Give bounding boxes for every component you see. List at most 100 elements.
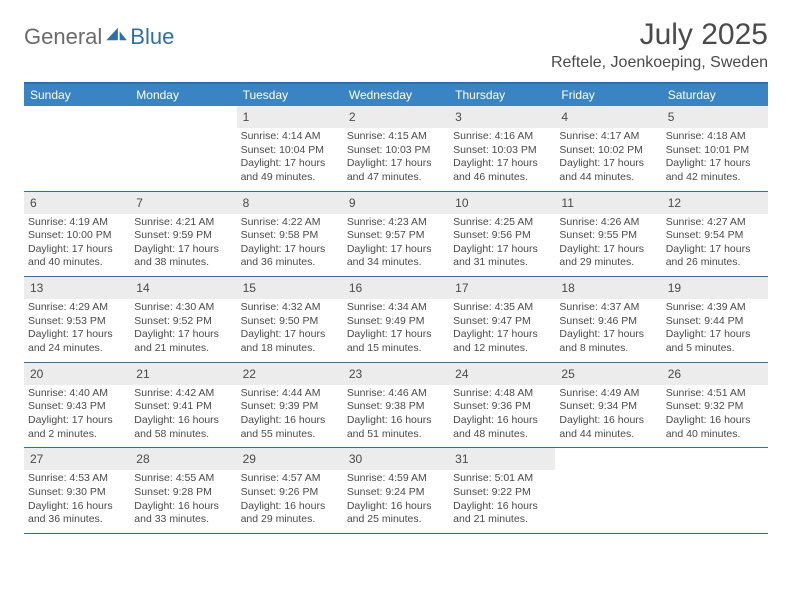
weekday-header: Monday <box>130 84 236 106</box>
calendar-day: 27 Sunrise: 4:53 AMSunset: 9:30 PMDayligh… <box>24 448 130 533</box>
day-details: Sunrise: 4:53 AMSunset: 9:30 PMDaylight:… <box>28 472 126 527</box>
sunrise-line: Sunrise: 4:34 AM <box>347 301 445 315</box>
day-details: Sunrise: 4:37 AMSunset: 9:46 PMDaylight:… <box>559 301 657 356</box>
daylight-line: Daylight: 16 hours and 29 minutes. <box>241 500 339 527</box>
calendar-day: 5Sunrise: 4:18 AMSunset: 10:01 PMDayligh… <box>662 106 768 191</box>
calendar-day: 17Sunrise: 4:35 AMSunset: 9:47 PMDayligh… <box>449 277 555 362</box>
sunset-line: Sunset: 9:24 PM <box>347 486 445 500</box>
sunset-line: Sunset: 10:03 PM <box>453 144 551 158</box>
daylight-line: Daylight: 17 hours and 21 minutes. <box>134 328 232 355</box>
sunset-line: Sunset: 9:36 PM <box>453 400 551 414</box>
daylight-line: Daylight: 17 hours and 42 minutes. <box>666 157 764 184</box>
day-number-row: 28 <box>130 448 236 470</box>
title-block: July 2025 Reftele, Joenkoeping, Sweden <box>551 18 768 72</box>
day-number: 16 <box>349 281 362 295</box>
calendar-day: 4Sunrise: 4:17 AMSunset: 10:02 PMDayligh… <box>555 106 661 191</box>
day-number: 13 <box>30 281 43 295</box>
calendar-day: 18Sunrise: 4:37 AMSunset: 9:46 PMDayligh… <box>555 277 661 362</box>
calendar-day: 31Sunrise: 5:01 AMSunset: 9:22 PMDayligh… <box>449 448 555 533</box>
header: General Blue July 2025 Reftele, Joenkoep… <box>24 18 768 72</box>
daylight-line: Daylight: 17 hours and 5 minutes. <box>666 328 764 355</box>
day-details: Sunrise: 4:46 AMSunset: 9:38 PMDaylight:… <box>347 387 445 442</box>
daylight-line: Daylight: 17 hours and 12 minutes. <box>453 328 551 355</box>
day-details: Sunrise: 4:30 AMSunset: 9:52 PMDaylight:… <box>134 301 232 356</box>
day-number: 27 <box>30 452 43 466</box>
calendar-day: 3Sunrise: 4:16 AMSunset: 10:03 PMDayligh… <box>449 106 555 191</box>
sunrise-line: Sunrise: 4:17 AM <box>559 130 657 144</box>
daylight-line: Daylight: 17 hours and 44 minutes. <box>559 157 657 184</box>
weekday-header: Friday <box>555 84 661 106</box>
sunrise-line: Sunrise: 4:48 AM <box>453 387 551 401</box>
calendar-week: 1Sunrise: 4:14 AMSunset: 10:04 PMDayligh… <box>24 106 768 192</box>
calendar-day: 25Sunrise: 4:49 AMSunset: 9:34 PMDayligh… <box>555 363 661 448</box>
daylight-line: Daylight: 16 hours and 21 minutes. <box>453 500 551 527</box>
sunrise-line: Sunrise: 4:59 AM <box>347 472 445 486</box>
sunrise-line: Sunrise: 4:57 AM <box>241 472 339 486</box>
calendar-day: 2Sunrise: 4:15 AMSunset: 10:03 PMDayligh… <box>343 106 449 191</box>
daylight-line: Daylight: 17 hours and 18 minutes. <box>241 328 339 355</box>
day-number: 28 <box>136 452 149 466</box>
calendar-day: 16Sunrise: 4:34 AMSunset: 9:49 PMDayligh… <box>343 277 449 362</box>
sunset-line: Sunset: 10:01 PM <box>666 144 764 158</box>
weekday-header: Saturday <box>662 84 768 106</box>
calendar-day: 6Sunrise: 4:19 AMSunset: 10:00 PMDayligh… <box>24 192 130 277</box>
day-number-row: 3 <box>449 106 555 128</box>
logo-text-blue: Blue <box>130 24 174 50</box>
calendar-day: 20Sunrise: 4:40 AMSunset: 9:43 PMDayligh… <box>24 363 130 448</box>
day-number-row: 4 <box>555 106 661 128</box>
day-details: Sunrise: 4:26 AMSunset: 9:55 PMDaylight:… <box>559 216 657 271</box>
calendar-day: 8Sunrise: 4:22 AMSunset: 9:58 PMDaylight… <box>237 192 343 277</box>
sunset-line: Sunset: 9:56 PM <box>453 229 551 243</box>
day-number: 14 <box>136 281 149 295</box>
sunset-line: Sunset: 9:41 PM <box>134 400 232 414</box>
sunrise-line: Sunrise: 4:37 AM <box>559 301 657 315</box>
sunset-line: Sunset: 10:04 PM <box>241 144 339 158</box>
calendar-day <box>555 448 661 533</box>
page: General Blue July 2025 Reftele, Joenkoep… <box>0 0 792 552</box>
day-number-row: 9 <box>343 192 449 214</box>
day-number: 10 <box>455 196 468 210</box>
sunset-line: Sunset: 9:59 PM <box>134 229 232 243</box>
day-number-row: 20 <box>24 363 130 385</box>
calendar-day: 13 Sunrise: 4:29 AMSunset: 9:53 PMDayligh… <box>24 277 130 362</box>
calendar-day: 15Sunrise: 4:32 AMSunset: 9:50 PMDayligh… <box>237 277 343 362</box>
daylight-line: Daylight: 17 hours and 34 minutes. <box>347 243 445 270</box>
day-number: 9 <box>349 196 356 210</box>
day-number-row: 1 <box>237 106 343 128</box>
sunrise-line: Sunrise: 4:42 AM <box>134 387 232 401</box>
logo-sail-icon <box>106 26 128 42</box>
weekday-header: Sunday <box>24 84 130 106</box>
daylight-line: Daylight: 17 hours and 24 minutes. <box>28 328 126 355</box>
day-details: Sunrise: 4:25 AMSunset: 9:56 PMDaylight:… <box>453 216 551 271</box>
day-details: Sunrise: 4:17 AMSunset: 10:02 PMDaylight… <box>559 130 657 185</box>
calendar-day: 30Sunrise: 4:59 AMSunset: 9:24 PMDayligh… <box>343 448 449 533</box>
day-number-row: 31 <box>449 448 555 470</box>
sunset-line: Sunset: 9:28 PM <box>134 486 232 500</box>
sunset-line: Sunset: 9:47 PM <box>453 315 551 329</box>
sunrise-line: Sunrise: 4:40 AM <box>28 387 126 401</box>
day-number: 19 <box>668 281 681 295</box>
day-number-row: 13 <box>24 277 130 299</box>
sunset-line: Sunset: 9:49 PM <box>347 315 445 329</box>
day-details: Sunrise: 5:01 AMSunset: 9:22 PMDaylight:… <box>453 472 551 527</box>
day-number: 24 <box>455 367 468 381</box>
day-number: 25 <box>561 367 574 381</box>
day-details: Sunrise: 4:29 AMSunset: 9:53 PMDaylight:… <box>28 301 126 356</box>
day-number-row: 2 <box>343 106 449 128</box>
day-details: Sunrise: 4:21 AMSunset: 9:59 PMDaylight:… <box>134 216 232 271</box>
sunrise-line: Sunrise: 4:16 AM <box>453 130 551 144</box>
daylight-line: Daylight: 16 hours and 55 minutes. <box>241 414 339 441</box>
day-number: 12 <box>668 196 681 210</box>
calendar-day <box>24 106 130 191</box>
day-number-row: 26 <box>662 363 768 385</box>
sunrise-line: Sunrise: 4:29 AM <box>28 301 126 315</box>
daylight-line: Daylight: 17 hours and 31 minutes. <box>453 243 551 270</box>
daylight-line: Daylight: 16 hours and 51 minutes. <box>347 414 445 441</box>
day-number: 11 <box>561 196 573 210</box>
day-details: Sunrise: 4:16 AMSunset: 10:03 PMDaylight… <box>453 130 551 185</box>
sunrise-line: Sunrise: 4:22 AM <box>241 216 339 230</box>
calendar-day: 22Sunrise: 4:44 AMSunset: 9:39 PMDayligh… <box>237 363 343 448</box>
day-number-row: 5 <box>662 106 768 128</box>
daylight-line: Daylight: 17 hours and 36 minutes. <box>241 243 339 270</box>
sunrise-line: Sunrise: 4:23 AM <box>347 216 445 230</box>
